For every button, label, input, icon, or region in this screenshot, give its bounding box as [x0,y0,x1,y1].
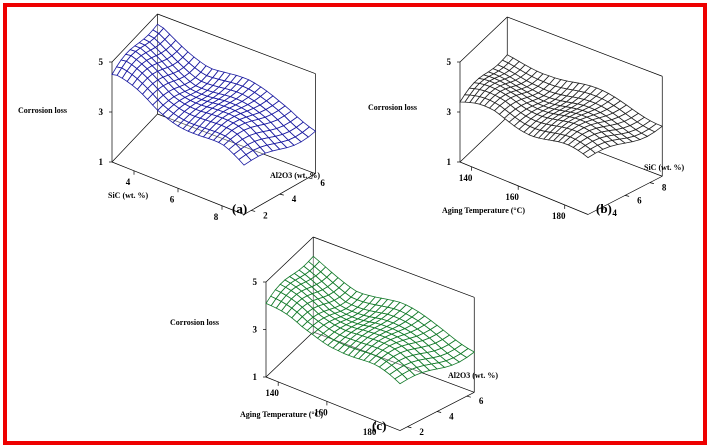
x-axis-label: SiC (wt. %) [108,191,149,200]
y-axis-label: Al2O3 (wt. %) [270,171,320,180]
panel-letter-label: (a) [232,201,247,216]
box-edge-floor-left [459,116,508,163]
y-axis-label: SiC (wt. %) [644,163,685,172]
surface-mesh [459,54,664,159]
z-axis-label: Corrosion loss [18,106,67,115]
x-tick-label: 4 [126,177,131,187]
x-tick-label: 180 [363,427,377,437]
z-tick-label: 1 [447,157,452,167]
y-tick-mark [649,182,654,184]
y-tick-mark [308,177,313,180]
y-tick-label: 4 [449,411,454,421]
z-axis-label: Corrosion loss [368,103,417,112]
box-edge-floor-left [111,113,158,163]
surface-cell [459,348,476,358]
box-edge-top-back [507,16,663,77]
box-edge-top-left [459,16,508,63]
y-tick-mark [600,207,605,210]
y-tick-label: 2 [263,210,268,220]
box-edge-floor-left [265,331,314,378]
surface-panel-c: 1 3 5 140 160 180 2 4 6 Corrosion loss Aging Tempe… [170,236,498,437]
box-edge-floor-front [459,161,589,215]
box-edge-top-left [111,13,158,63]
box-edge-floor-back [157,113,316,175]
surface-mesh [111,23,317,166]
surface-panel-b: 1 3 5 140 160 180 4 6 8 Corrosion loss Aging Tempe… [368,16,685,221]
y-tick-label: 6 [637,195,642,205]
y-tick-mark [251,210,256,212]
z-axis-label: Corrosion loss [170,318,219,327]
x-tick-label: 140 [459,173,473,183]
y-tick-label: 4 [292,194,297,204]
box-edge-top-left [265,236,314,283]
y-tick-label: 2 [419,427,424,437]
panel-letter-label: (b) [596,201,612,216]
surface-cell [301,126,317,138]
surface-mesh [265,255,476,385]
x-tick-label: 6 [170,194,175,204]
y-tick-mark [407,426,412,429]
y-tick-label: 6 [479,396,484,406]
x-tick-label: 180 [552,211,566,221]
x-tick-label: 160 [314,407,328,417]
box-edge-floor-front [265,376,401,431]
z-tick-label: 3 [253,325,258,335]
x-tick-label: 8 [214,212,219,222]
z-tick-label: 3 [99,107,104,117]
y-tick-mark [625,195,630,197]
z-tick-label: 5 [253,277,258,287]
panel-letter-label: (c) [372,418,386,433]
y-tick-mark [466,395,471,398]
z-tick-label: 1 [99,157,104,167]
red-figure-frame [3,3,707,445]
x-axis-label: Aging Temperature (°C) [240,410,323,419]
z-tick-label: 5 [99,57,104,67]
y-axis-label: Al2O3 (wt. %) [448,371,498,380]
x-tick-label: 140 [265,388,279,398]
surface-panel-a: 1 3 5 4 6 8 2 4 6 Corrosion loss SiC (wt. %) Al2O3 … [18,13,325,222]
y-tick-mark [437,411,442,413]
x-tick-label: 160 [505,192,519,202]
box-edge-top-back [313,236,475,298]
z-tick-label: 5 [447,57,452,67]
box-edge-top-back [157,13,316,75]
z-tick-label: 1 [253,372,258,382]
y-tick-label: 8 [662,183,667,193]
y-tick-label: 4 [612,208,617,218]
surface-cell [648,123,664,133]
y-tick-mark [279,193,284,196]
y-tick-label: 6 [320,178,325,188]
z-tick-label: 3 [447,107,452,117]
x-axis-label: Aging Temperature (°C) [442,206,525,215]
